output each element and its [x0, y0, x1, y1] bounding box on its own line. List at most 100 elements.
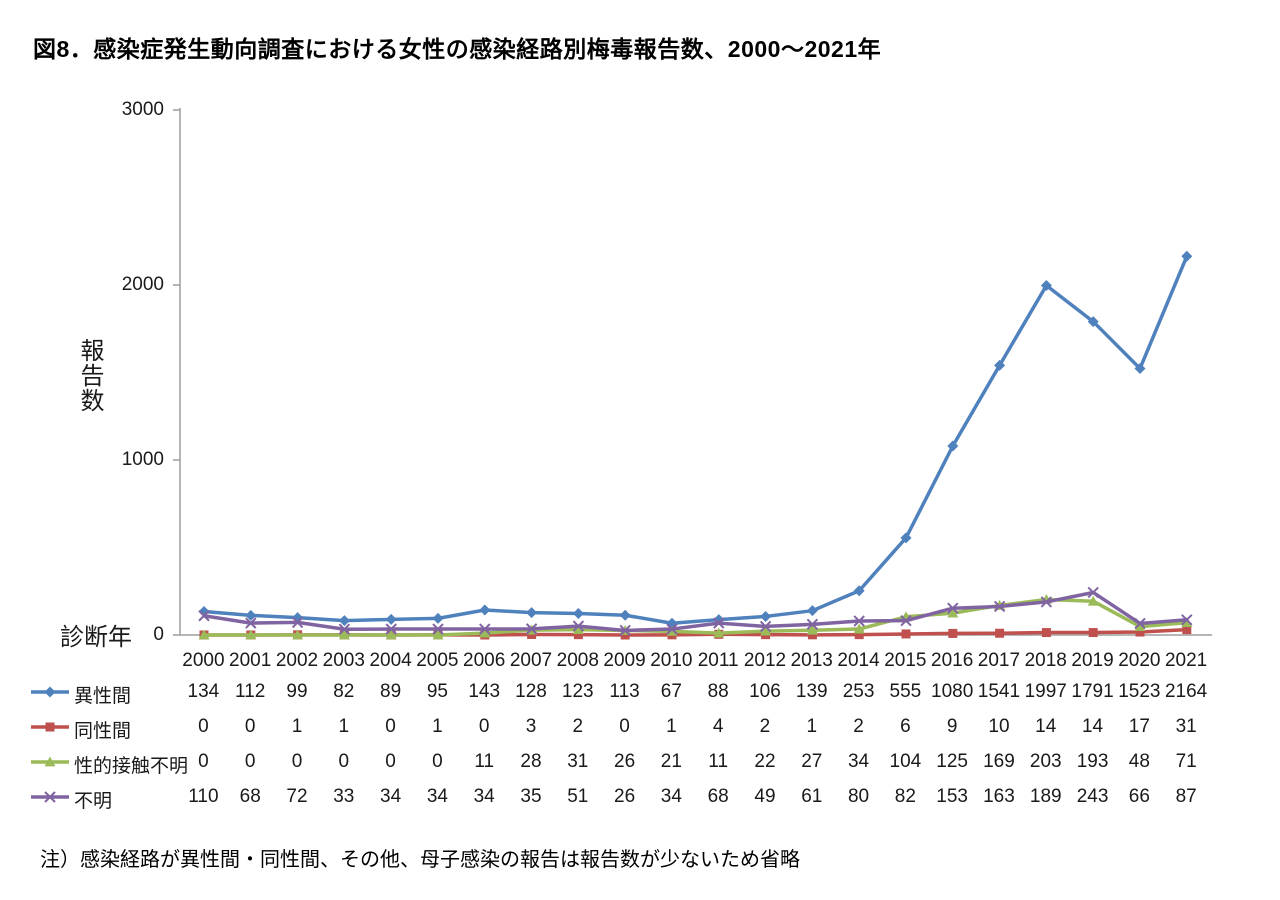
- table-cell: 49: [754, 786, 776, 807]
- x-tick-label: 2004: [369, 650, 412, 671]
- table-cell: 21: [660, 751, 682, 772]
- table-cell: 89: [380, 681, 402, 702]
- x-tick-label: 2021: [1164, 650, 1208, 671]
- series-異性間: [198, 250, 1193, 629]
- x-tick-label: 2003: [322, 650, 365, 671]
- table-cell: 88: [707, 681, 729, 702]
- table-cell: 1080: [931, 681, 974, 702]
- y-tick-label: 3000: [121, 99, 164, 120]
- table-cell: 0: [198, 751, 209, 772]
- table-cell: 123: [561, 681, 594, 702]
- x-axis-title: 診断年: [60, 624, 132, 651]
- table-cell: 0: [291, 751, 303, 772]
- x-tick-label: 2009: [603, 650, 646, 671]
- table-cell: 11: [708, 751, 729, 772]
- table-cell: 203: [1029, 751, 1062, 772]
- x-tick-label: 2017: [977, 650, 1021, 671]
- x-tick-label: 2020: [1118, 650, 1161, 671]
- table-cell: 68: [707, 786, 729, 807]
- series-不明: [198, 586, 1193, 637]
- legend-x-marker-icon: [31, 791, 69, 803]
- table-cell: 82: [333, 681, 355, 702]
- x-tick-label: 2006: [463, 650, 506, 671]
- y-tick-label: 2000: [121, 274, 164, 295]
- table-cell: 0: [619, 716, 630, 737]
- table-row-values: 0 0 1 1 0 1 0 3 2 0 1 4 2 1 2 6 9 10 14 14 17 31: [180, 716, 1210, 738]
- legend-square-marker-icon: [31, 722, 69, 732]
- table-cell: 10: [988, 716, 1010, 737]
- table-cell: 0: [432, 751, 443, 772]
- table-cell: 80: [847, 786, 870, 807]
- table-cell: 1: [432, 716, 443, 737]
- table-cell: 112: [235, 681, 266, 702]
- table-cell: 35: [520, 786, 542, 807]
- legend-triangle-marker-icon: [31, 756, 69, 767]
- table-row: 同性間 0 0 1 1 0 1 0 3 2 0 1 4 2 1 2 6 9 10 14 14 17 31: [0, 716, 1280, 742]
- table-cell: 0: [338, 751, 350, 772]
- table-cell: 1: [666, 716, 677, 737]
- table-cell: 87: [1175, 786, 1197, 807]
- table-cell: 17: [1128, 716, 1150, 737]
- table-cell: 104: [889, 751, 922, 772]
- table-cell: 1: [291, 716, 303, 737]
- x-tick-label: 2011: [697, 650, 739, 671]
- table-row-values: 0 0 0 0 0 0 11 28 31 26 21 11 22 27 34 104 125 169 203 193 4…: [180, 751, 1210, 773]
- figure-title: 図8．感染症発生動向調査における女性の感染経路別梅毒報告数、2000～2021年: [33, 36, 882, 62]
- table-cell: 72: [286, 786, 308, 807]
- table-cell: 1997: [1024, 681, 1067, 702]
- table-cell: 253: [842, 681, 875, 702]
- table-cell: 193: [1076, 751, 1109, 772]
- x-tick-label: 2019: [1071, 650, 1114, 671]
- table-row-values: 134 112 99 82 89 95 143 128 123 113 67 88 106 139 253 5…: [180, 681, 1210, 703]
- table-cell: 143: [468, 681, 501, 702]
- table-cell: 243: [1076, 786, 1109, 807]
- table-cell: 125: [936, 751, 968, 772]
- table-cell: 3: [525, 716, 537, 737]
- table-cell: 9: [946, 716, 958, 737]
- table-cell: 0: [198, 716, 209, 737]
- x-tick-label: 2018: [1024, 650, 1067, 671]
- table-cell: 139: [795, 681, 828, 702]
- y-tick-label: 1000: [121, 449, 164, 470]
- table-cell: 110: [188, 786, 219, 807]
- table-cell: 189: [1029, 786, 1062, 807]
- table-cell: 71: [1175, 751, 1197, 772]
- table-cell: 28: [520, 751, 542, 772]
- x-tick-label: 2014: [837, 650, 880, 671]
- legend-label: 異性間: [74, 686, 132, 707]
- table-cell: 11: [474, 751, 495, 772]
- table-cell: 2164: [1164, 681, 1208, 702]
- table-cell: 99: [286, 681, 308, 702]
- table-row: 不明 110 68 72 33 34 34 34 35 51 26 34 68 49 61 80 82 153 16…: [0, 786, 1280, 812]
- table-cell: 48: [1128, 751, 1150, 772]
- y-axis-title: 報告数: [76, 338, 103, 413]
- legend-label: 同性間: [74, 721, 132, 742]
- table-cell: 22: [754, 751, 776, 772]
- table-cell: 34: [380, 786, 402, 807]
- table-cell: 67: [660, 681, 682, 702]
- table-cell: 2: [853, 716, 864, 737]
- table-cell: 555: [889, 681, 922, 702]
- x-axis-labels: 2000 2001 2002 2003 2004 2005 2006 2007 2008 2009…: [180, 650, 1210, 672]
- table-cell: 106: [749, 681, 781, 702]
- x-tick-label: 2000: [182, 650, 225, 671]
- table-row: 性的接触不明 0 0 0 0 0 0 11 28 31 26 21 11 22 27 34 104 125 169 2…: [0, 751, 1280, 777]
- series-性的接触不明: [198, 593, 1193, 640]
- table-cell: 4: [712, 716, 724, 737]
- series-同性間: [199, 625, 1192, 640]
- table-cell: 31: [1175, 716, 1197, 737]
- table-cell: 113: [609, 681, 640, 702]
- table-cell: 2: [572, 716, 584, 737]
- table-cell: 31: [567, 751, 589, 772]
- table-cell: 153: [936, 786, 968, 807]
- table-cell: 82: [894, 786, 916, 807]
- legend-label: 性的接触不明: [74, 756, 189, 777]
- footnote: 注）感染経路が異性間・同性間、その他、母子感染の報告は報告数が少ないため省略: [40, 849, 800, 871]
- table-cell: 34: [473, 786, 495, 807]
- x-tick-label: 2015: [884, 650, 927, 671]
- table-cell: 128: [515, 681, 547, 702]
- table-cell: 1541: [977, 681, 1021, 702]
- table-cell: 0: [385, 751, 396, 772]
- table-cell: 51: [567, 786, 589, 807]
